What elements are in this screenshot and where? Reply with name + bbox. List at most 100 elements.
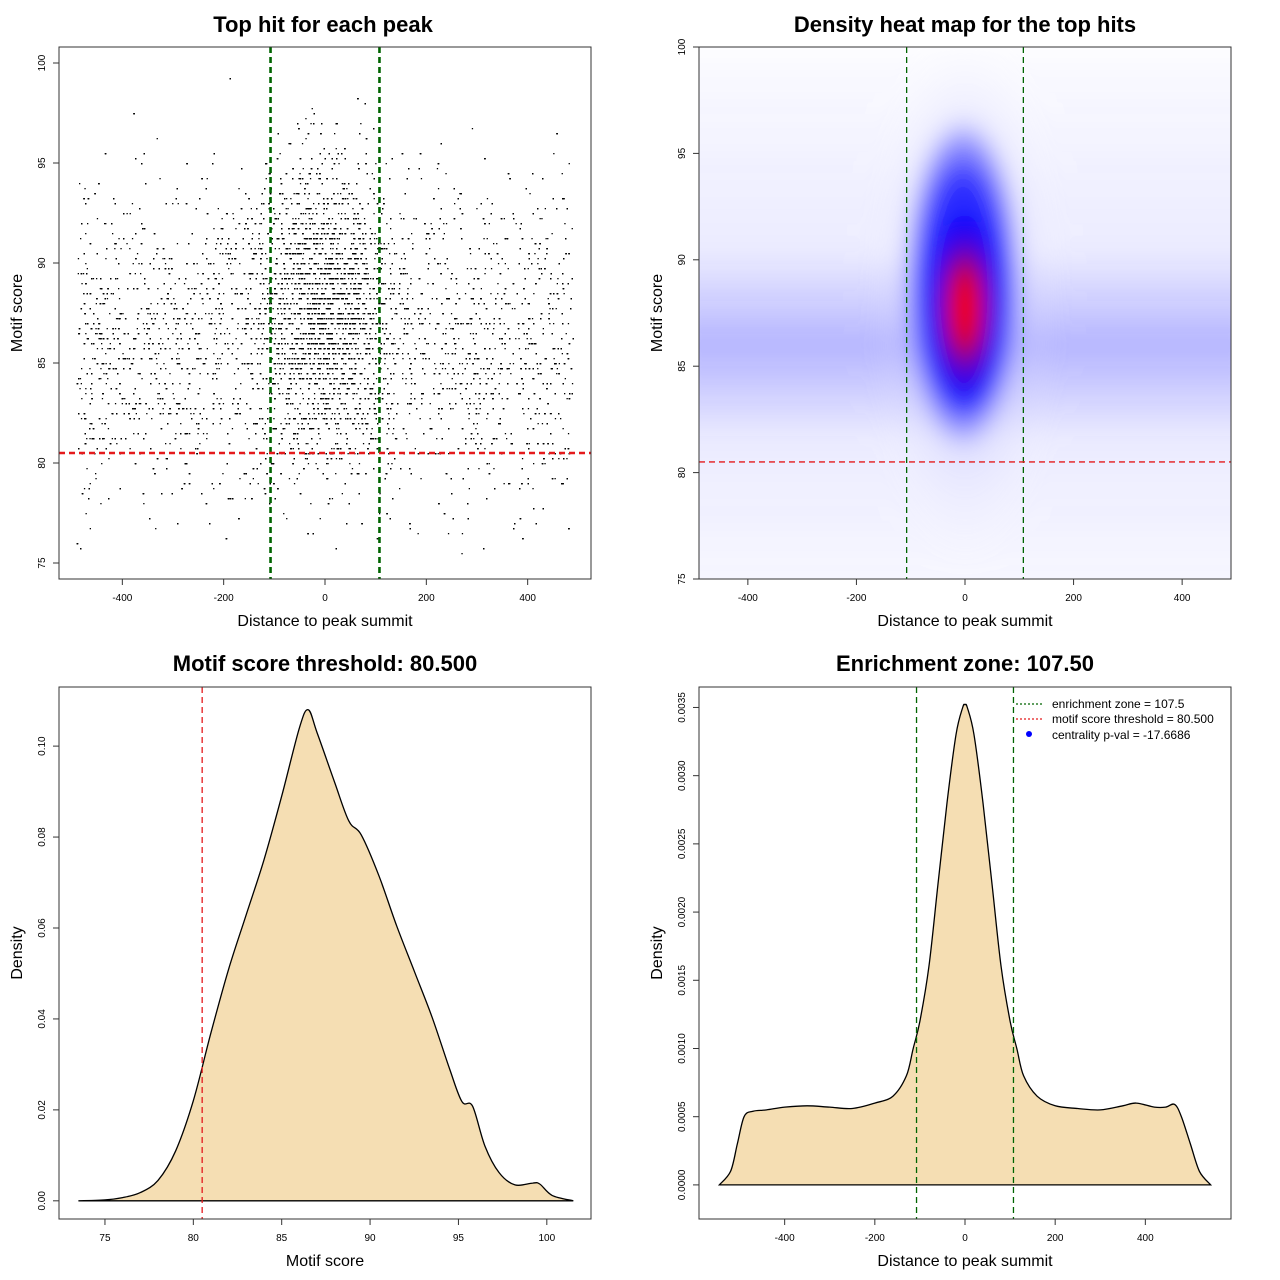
scatter-point bbox=[277, 313, 279, 315]
scatter-point bbox=[328, 228, 330, 230]
scatter-point bbox=[313, 203, 315, 205]
scatter-point bbox=[302, 398, 304, 400]
scatter-point bbox=[307, 198, 309, 200]
scatter-point bbox=[429, 403, 431, 405]
scatter-point bbox=[287, 388, 290, 390]
scatter-point bbox=[283, 238, 285, 240]
scatter-point bbox=[509, 363, 511, 365]
scatter-point bbox=[136, 328, 138, 330]
scatter-point bbox=[466, 268, 469, 270]
scatter-point bbox=[219, 358, 221, 360]
scatter-point bbox=[398, 288, 401, 290]
scatter-point bbox=[157, 303, 159, 305]
scatter-point bbox=[351, 348, 353, 350]
scatter-point bbox=[363, 293, 365, 295]
scatter-point bbox=[456, 318, 458, 320]
scatter-point bbox=[365, 333, 368, 335]
scatter-point bbox=[126, 243, 128, 245]
scatter-point bbox=[333, 363, 335, 365]
scatter-point bbox=[532, 378, 534, 380]
scatter-point bbox=[108, 458, 110, 460]
scatter-point bbox=[507, 368, 509, 370]
scatter-point bbox=[330, 248, 332, 250]
scatter-point bbox=[374, 243, 376, 245]
scatter-point bbox=[294, 243, 296, 245]
scatter-point bbox=[143, 503, 145, 505]
scatter-point bbox=[308, 263, 310, 265]
scatter-point bbox=[488, 463, 490, 465]
scatter-point bbox=[326, 463, 328, 465]
scatter-point bbox=[330, 323, 332, 325]
scatter-point bbox=[338, 323, 340, 325]
scatter-point bbox=[404, 273, 407, 275]
scatter-point bbox=[461, 533, 464, 535]
scatter-point bbox=[353, 328, 355, 330]
scatter-point bbox=[377, 278, 379, 280]
scatter-point bbox=[215, 328, 217, 330]
scatter-point bbox=[288, 143, 290, 145]
scatter-point bbox=[337, 243, 339, 245]
scatter-point bbox=[237, 328, 239, 330]
scatter-point bbox=[321, 283, 324, 285]
scatter-point bbox=[547, 238, 549, 240]
scatter-point bbox=[290, 258, 292, 260]
scatter-point bbox=[193, 413, 195, 415]
scatter-point bbox=[317, 263, 319, 265]
scatter-point bbox=[412, 243, 414, 245]
scatter-point bbox=[293, 193, 295, 195]
scatter-point bbox=[371, 338, 373, 340]
scatter-point bbox=[257, 388, 259, 390]
scatter-point bbox=[291, 348, 293, 350]
scatter-point bbox=[466, 363, 468, 365]
scatter-point bbox=[333, 318, 335, 320]
scatter-point bbox=[291, 283, 293, 285]
scatter-point bbox=[274, 323, 276, 325]
scatter-point bbox=[437, 453, 439, 455]
scatter-point bbox=[85, 333, 87, 335]
scatter-point bbox=[290, 388, 292, 390]
scatter-point bbox=[114, 403, 117, 405]
scatter-point bbox=[213, 488, 215, 490]
scatter-point bbox=[152, 323, 154, 325]
scatter-point bbox=[138, 263, 140, 265]
scatter-point bbox=[278, 248, 280, 250]
scatter-point bbox=[319, 278, 321, 280]
scatter-point bbox=[272, 308, 274, 310]
scatter-point bbox=[346, 303, 349, 305]
scatter-point bbox=[433, 388, 435, 390]
scatter-point bbox=[254, 343, 256, 345]
scatter-point bbox=[219, 253, 221, 255]
scatter-point bbox=[331, 218, 334, 220]
scatter-point bbox=[400, 218, 402, 220]
scatter-point bbox=[299, 388, 302, 390]
scatter-point bbox=[484, 268, 487, 270]
scatter-point bbox=[247, 293, 249, 295]
scatter-point bbox=[266, 278, 268, 280]
scatter-point bbox=[313, 358, 316, 360]
scatter-point bbox=[230, 263, 232, 265]
scatter-point bbox=[162, 413, 164, 415]
scatter-point bbox=[353, 393, 356, 395]
scatter-point bbox=[141, 378, 143, 380]
scatter-point bbox=[233, 373, 236, 375]
scatter-point bbox=[320, 223, 323, 225]
scatter-point bbox=[232, 218, 235, 220]
scatter-point bbox=[328, 318, 330, 320]
scatter-point bbox=[327, 223, 329, 225]
scatter-point bbox=[554, 478, 556, 480]
scatter-point bbox=[493, 243, 495, 245]
scatter-point bbox=[315, 278, 317, 280]
scatter-point bbox=[514, 308, 516, 310]
scatter-point bbox=[347, 273, 349, 275]
scatter-point bbox=[199, 373, 201, 375]
scatter-point bbox=[224, 333, 226, 335]
scatter-point bbox=[109, 343, 111, 345]
scatter-point bbox=[524, 363, 526, 365]
scatter-point bbox=[306, 338, 308, 340]
scatter-point bbox=[422, 358, 424, 360]
scatter-point bbox=[418, 338, 420, 340]
scatter-point bbox=[405, 383, 407, 385]
scatter-point bbox=[162, 408, 164, 410]
scatter-point bbox=[358, 308, 360, 310]
scatter-point bbox=[324, 413, 326, 415]
